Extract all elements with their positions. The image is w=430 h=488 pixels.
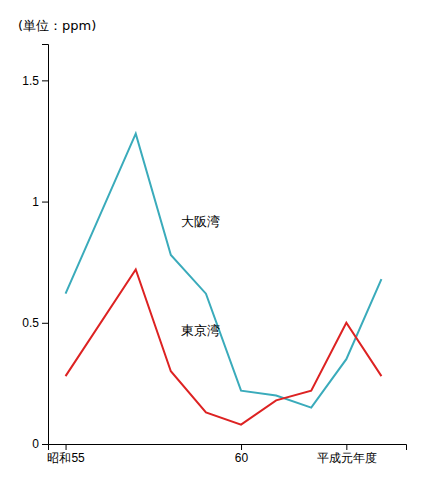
x-tick-label: 昭和55 <box>47 451 85 465</box>
y-tick: 1.5 <box>22 74 48 88</box>
y-axis-line <box>42 45 49 445</box>
x-tick-mark <box>241 444 242 450</box>
x-tick: 平成元年度 <box>317 444 377 465</box>
y-tick-mark <box>42 444 48 445</box>
y-tick: 0 <box>32 437 48 451</box>
annotation: 東京湾 <box>181 323 220 338</box>
y-axis: 0 0.5 1 1.5 <box>22 45 48 452</box>
y-tick-label: 1 <box>32 195 39 209</box>
x-axis: 昭和55 60 平成元年度 <box>47 444 406 465</box>
y-axis-title: (単位：ppm) <box>18 18 96 33</box>
annotations: 大阪湾東京湾 <box>181 214 220 338</box>
y-tick-label: 1.5 <box>22 74 39 88</box>
y-tick: 0.5 <box>22 316 48 330</box>
y-tick: 1 <box>32 195 48 209</box>
x-tick-mark <box>346 444 347 450</box>
x-axis-line <box>49 445 407 451</box>
chart: 昭和55 60 平成元年度 0 0.5 1 1.5 大阪湾東京湾 (単位：ppm) <box>0 0 430 488</box>
x-tick: 昭和55 <box>47 444 85 465</box>
y-tick-label: 0 <box>32 437 39 451</box>
x-tick-label: 平成元年度 <box>317 451 377 465</box>
series-group <box>66 134 382 425</box>
y-tick-label: 0.5 <box>22 316 39 330</box>
y-tick-mark <box>42 202 48 203</box>
series-line <box>66 269 382 424</box>
x-tick-mark <box>66 444 67 450</box>
y-tick-mark <box>42 80 48 81</box>
x-tick-label: 60 <box>235 451 249 465</box>
series-line <box>66 134 382 408</box>
plot: 昭和55 60 平成元年度 0 0.5 1 1.5 大阪湾東京湾 <box>22 45 406 465</box>
y-tick-mark <box>42 323 48 324</box>
x-tick: 60 <box>235 444 249 465</box>
annotation: 大阪湾 <box>181 214 220 229</box>
